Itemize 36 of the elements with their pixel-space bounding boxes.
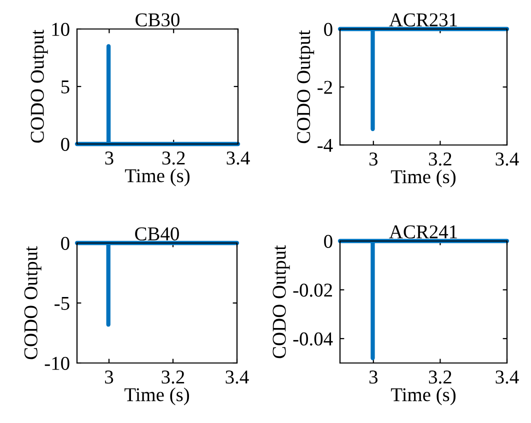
y-tick-label: 0	[324, 22, 332, 36]
x-tick-label: 3.2	[162, 152, 185, 165]
x-tick-label: 3.2	[428, 152, 452, 166]
y-tick-label: -5	[54, 297, 70, 310]
y-tick-label: 5	[61, 80, 70, 94]
x-axis-title: Time (s)	[390, 388, 456, 406]
y-tick-label: -0.04	[293, 332, 333, 346]
x-tick-label: 3.2	[428, 370, 452, 384]
chart-title: ACR231	[389, 13, 457, 26]
chart-title: CB40	[135, 227, 179, 240]
x-tick-label: 3.4	[226, 370, 249, 384]
y-tick-label: 0	[61, 138, 70, 151]
x-tick-label: 3	[369, 370, 378, 384]
y-tick-label: 0	[324, 234, 332, 248]
x-tick-label: 3	[105, 370, 114, 384]
y-tick-label: -2	[318, 80, 332, 94]
x-tick-label: 3	[369, 152, 378, 166]
y-tick-label: -10	[44, 356, 70, 370]
x-tick-label: 3.4	[496, 370, 519, 384]
y-axis-title: CODO Output	[297, 30, 314, 144]
x-tick-label: 3.4	[496, 152, 519, 166]
y-tick-label: 10	[52, 22, 70, 36]
x-axis-title: Time (s)	[390, 170, 456, 188]
y-axis-title: CODO Output	[30, 30, 48, 143]
x-tick-label: 3.4	[226, 152, 250, 165]
chart-title: ACR241	[389, 225, 457, 238]
chart-title: CB30	[136, 13, 180, 26]
y-tick-label: -0.02	[293, 284, 332, 297]
y-axis-title: CODO Output	[272, 245, 290, 358]
y-tick-label: -4	[318, 138, 333, 152]
x-tick-label: 3	[105, 152, 114, 165]
y-axis-title: CODO Output	[24, 246, 42, 360]
x-axis-title: Time (s)	[124, 388, 190, 406]
x-axis-title: Time (s)	[124, 168, 190, 186]
x-tick-label: 3.2	[162, 370, 184, 384]
y-tick-label: 0	[61, 236, 70, 250]
